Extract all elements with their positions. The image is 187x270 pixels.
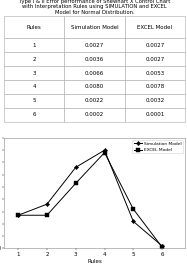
EXCEL Model: [161, 245, 163, 249]
X-axis label: Rules: Rules: [87, 259, 102, 264]
Simulation Model: [132, 220, 134, 223]
Line: Simulation Model: Simulation Model: [17, 149, 164, 248]
Simulation Model: [75, 166, 77, 169]
EXCEL Model: [46, 214, 48, 217]
EXCEL Model: [103, 151, 106, 154]
Simulation Model: [103, 148, 106, 152]
Simulation Model: [17, 214, 19, 217]
EXCEL Model: [75, 182, 77, 185]
Simulation Model: [46, 202, 48, 206]
Text: Type I & II Error performance of Shewhart X Control Chart
with Interpretation Ru: Type I & II Error performance of Shewhar…: [19, 0, 170, 15]
Line: EXCEL Model: EXCEL Model: [17, 151, 164, 249]
EXCEL Model: [132, 207, 134, 211]
EXCEL Model: [17, 214, 19, 217]
Legend: Simulation Model, EXCEL Model: Simulation Model, EXCEL Model: [132, 140, 183, 153]
Simulation Model: [161, 244, 163, 248]
